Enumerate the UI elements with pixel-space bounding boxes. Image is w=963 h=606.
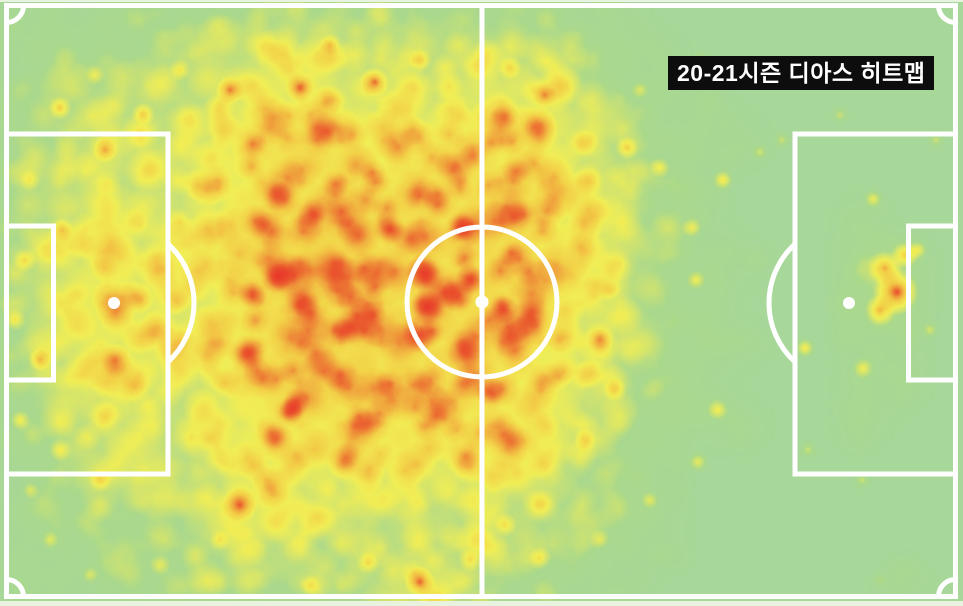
title-badge: 20-21시즌 디아스 히트맵 [668,56,935,90]
left-goal-box [4,223,56,383]
center-circle [404,224,560,380]
corner-arc-bottom-left [4,577,26,599]
left-penalty-box [4,131,171,477]
corner-arc-bottom-right [936,577,958,599]
corner-arc-top-right [936,3,958,25]
left-penalty-spot [108,297,120,309]
corner-arc-top-left [4,3,26,25]
center-spot [475,295,489,309]
top-margin [0,0,963,2]
right-penalty-box [792,131,958,477]
right-penalty-spot [843,297,855,309]
left-penalty-arc [166,242,197,364]
right-goal-box [906,223,958,383]
right-penalty-arc [766,242,797,364]
bottom-margin [0,601,963,606]
